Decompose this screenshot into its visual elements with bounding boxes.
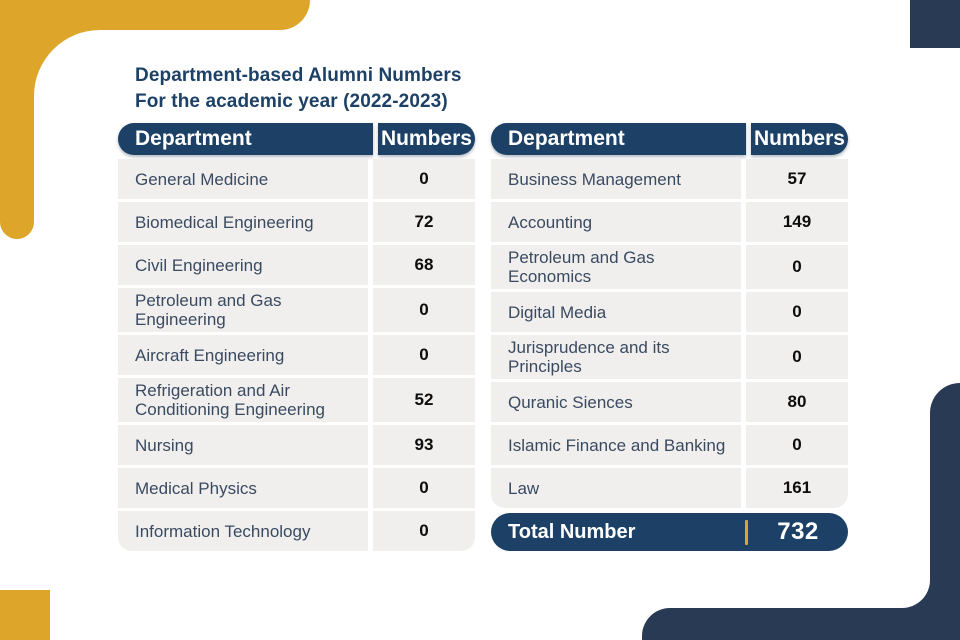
table-row: Business Management 57 (491, 159, 848, 199)
total-divider (745, 519, 748, 545)
navy-corner-square-shape (910, 0, 960, 48)
table-header-row: Department Numbers (491, 123, 848, 155)
department-cell: Nursing (118, 425, 368, 465)
numbers-cell: 0 (746, 245, 848, 289)
table-row: General Medicine 0 (118, 159, 475, 199)
department-cell: Medical Physics (118, 468, 368, 508)
table-row: Information Technology 0 (118, 511, 475, 551)
department-cell: Jurisprudence and its Principles (491, 335, 741, 379)
numbers-cell: 0 (746, 425, 848, 465)
department-cell: Petroleum and Gas Economics (491, 245, 741, 289)
total-label: Total Number (508, 520, 636, 543)
numbers-cell: 93 (373, 425, 475, 465)
table-row: Medical Physics 0 (118, 468, 475, 508)
department-cell: Islamic Finance and Banking (491, 425, 741, 465)
department-cell: Accounting (491, 202, 741, 242)
department-cell: Petroleum and Gas Engineering (118, 288, 368, 332)
alumni-table-right: Department Numbers Business Management 57… (491, 123, 848, 551)
title-line-1: Department-based Alumni Numbers (135, 65, 462, 86)
department-cell: Digital Media (491, 292, 741, 332)
numbers-cell: 52 (373, 378, 475, 422)
department-cell: Civil Engineering (118, 245, 368, 285)
alumni-table-left: Department Numbers General Medicine 0 Biom… (118, 123, 475, 554)
numbers-cell: 0 (746, 335, 848, 379)
table-row: Digital Media 0 (491, 292, 848, 332)
numbers-cell: 0 (373, 335, 475, 375)
department-cell: Aircraft Engineering (118, 335, 368, 375)
table-row: Refrigeration and Air Conditioning Engin… (118, 378, 475, 422)
table-row: Petroleum and Gas Economics 0 (491, 245, 848, 289)
department-column-header: Department (118, 123, 373, 155)
table-row: Quranic Siences 80 (491, 382, 848, 422)
table-row: Aircraft Engineering 0 (118, 335, 475, 375)
table-row: Civil Engineering 68 (118, 245, 475, 285)
department-cell: General Medicine (118, 159, 368, 199)
table-row: Islamic Finance and Banking 0 (491, 425, 848, 465)
page-title: Department-based Alumni Numbers For the … (135, 63, 462, 115)
table-body: General Medicine 0 Biomedical Engineering 7… (118, 159, 475, 551)
table-body: Business Management 57 Accounting 149 Petrol… (491, 159, 848, 508)
title-line-2: For the academic year (2022-2023) (135, 91, 448, 112)
table-row: Law 161 (491, 468, 848, 508)
department-cell: Law (491, 468, 741, 508)
department-cell: Biomedical Engineering (118, 202, 368, 242)
table-row: Biomedical Engineering 72 (118, 202, 475, 242)
numbers-cell: 57 (746, 159, 848, 199)
department-column-header: Department (491, 123, 746, 155)
numbers-cell: 0 (373, 159, 475, 199)
gold-bottom-square-shape (0, 590, 50, 640)
table-header-row: Department Numbers (118, 123, 475, 155)
department-cell: Business Management (491, 159, 741, 199)
numbers-cell: 72 (373, 202, 475, 242)
numbers-cell: 0 (373, 511, 475, 551)
table-row: Petroleum and Gas Engineering 0 (118, 288, 475, 332)
numbers-cell: 0 (373, 468, 475, 508)
total-number-bar: Total Number 732 (491, 513, 848, 551)
department-cell: Refrigeration and Air Conditioning Engin… (118, 378, 368, 422)
table-row: Accounting 149 (491, 202, 848, 242)
table-row: Jurisprudence and its Principles 0 (491, 335, 848, 379)
numbers-cell: 0 (746, 292, 848, 332)
numbers-cell: 149 (746, 202, 848, 242)
numbers-cell: 80 (746, 382, 848, 422)
table-row: Nursing 93 (118, 425, 475, 465)
numbers-column-header: Numbers (750, 123, 848, 155)
numbers-column-header: Numbers (377, 123, 475, 155)
department-cell: Quranic Siences (491, 382, 741, 422)
total-value: 732 (777, 518, 819, 545)
department-cell: Information Technology (118, 511, 368, 551)
numbers-cell: 0 (373, 288, 475, 332)
numbers-cell: 161 (746, 468, 848, 508)
numbers-cell: 68 (373, 245, 475, 285)
